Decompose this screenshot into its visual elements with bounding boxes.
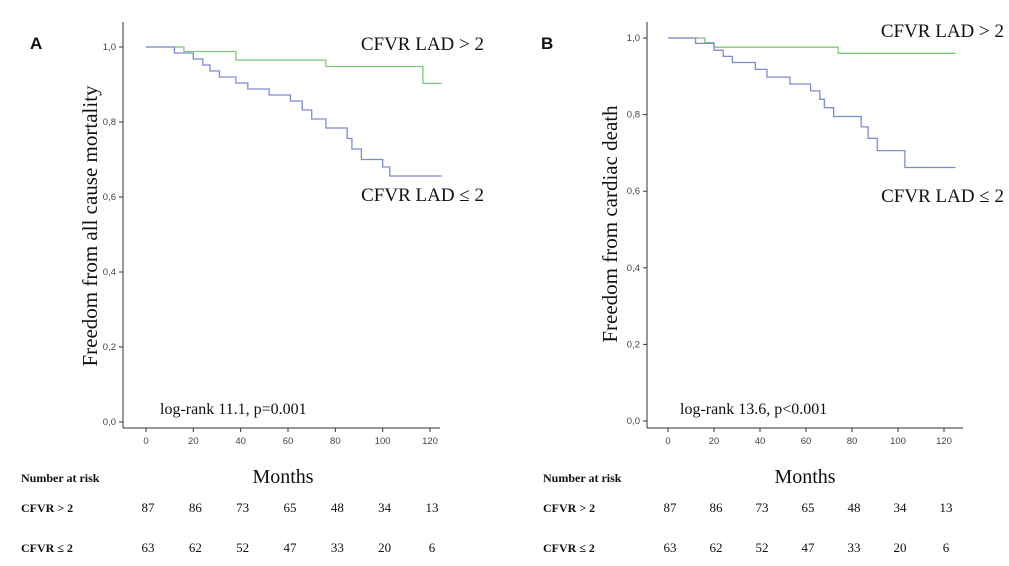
y-tick-label: 0,2 bbox=[103, 342, 116, 353]
risk-cell: 13 bbox=[940, 500, 953, 515]
panel-letter-b: B bbox=[541, 34, 553, 53]
x-tick-label: 60 bbox=[283, 436, 294, 447]
risk-table-a: Number at risk CFVR > 2 87 86 73 65 48 34 13 CFVR… bbox=[21, 471, 439, 555]
risk-cell: 6 bbox=[943, 540, 950, 555]
risk-cell: 87 bbox=[664, 500, 678, 515]
y-tick-label: 1,0 bbox=[103, 42, 116, 53]
risk-cell: 13 bbox=[426, 500, 439, 515]
risk-cell: 63 bbox=[664, 540, 677, 555]
y-tick-label: 0,0 bbox=[103, 417, 116, 428]
risk-cell: 47 bbox=[284, 540, 298, 555]
plot-area-a: 0,0 0,2 0,4 0,6 0,8 1,0 0 20 40 60 80 100 120 bbox=[103, 22, 442, 447]
risk-cell: 63 bbox=[142, 540, 155, 555]
risk-cell: 33 bbox=[848, 540, 861, 555]
legend-label-low-b: CFVR LAD ≤ 2 bbox=[881, 186, 1004, 207]
y-tick-label: 0,6 bbox=[627, 186, 640, 197]
panel-a: A Freedom from all cause mortality 0,00,… bbox=[21, 22, 484, 555]
risk-cell: 62 bbox=[710, 540, 723, 555]
risk-cell: 20 bbox=[378, 540, 391, 555]
panel-letter-a: A bbox=[30, 34, 42, 53]
x-tick-label: 20 bbox=[709, 436, 720, 447]
y-tick-label: 0,2 bbox=[627, 339, 640, 350]
risk-cell: 34 bbox=[894, 500, 908, 515]
legend-label-high-a: CFVR LAD > 2 bbox=[361, 34, 484, 55]
x-tick-label: 120 bbox=[422, 436, 438, 447]
risk-cell: 20 bbox=[894, 540, 907, 555]
y-tick-label: 0,4 bbox=[103, 267, 116, 278]
x-tick-label: 80 bbox=[847, 436, 858, 447]
x-tick-label: 100 bbox=[375, 436, 391, 447]
survival-curve-cfvr-low bbox=[668, 37, 956, 169]
legend-label-high-b: CFVR LAD > 2 bbox=[881, 21, 1004, 42]
risk-cell: 52 bbox=[236, 540, 249, 555]
logrank-annotation-a: log-rank 11.1, p=0.001 bbox=[160, 401, 307, 418]
x-tick-label: 40 bbox=[235, 436, 246, 447]
risk-cell: 73 bbox=[236, 500, 249, 515]
risk-cell: 33 bbox=[331, 540, 344, 555]
x-tick-label: 0 bbox=[665, 436, 670, 447]
risk-cell: 48 bbox=[331, 500, 344, 515]
risk-cell: 62 bbox=[189, 540, 202, 555]
legend-label-low-a: CFVR LAD ≤ 2 bbox=[361, 185, 484, 206]
x-tick-label: 20 bbox=[188, 436, 199, 447]
y-tick-label: 0,0 bbox=[627, 416, 640, 427]
risk-cell: 65 bbox=[284, 500, 297, 515]
x-axis-label-a: Months bbox=[252, 466, 313, 488]
risk-cell: 52 bbox=[756, 540, 769, 555]
risk-row-label: CFVR ≤ 2 bbox=[21, 541, 73, 555]
y-axis-label-a: Freedom from all cause mortality bbox=[78, 85, 102, 367]
risk-cell: 6 bbox=[429, 540, 436, 555]
risk-cell: 86 bbox=[189, 500, 203, 515]
y-tick-label: 0,8 bbox=[103, 117, 116, 128]
risk-row-label: CFVR ≤ 2 bbox=[543, 541, 595, 555]
risk-row-label: CFVR > 2 bbox=[21, 501, 73, 515]
risk-cell: 86 bbox=[710, 500, 724, 515]
risk-table-title: Number at risk bbox=[543, 471, 622, 485]
risk-cell: 48 bbox=[848, 500, 861, 515]
x-tick-label: 120 bbox=[936, 436, 952, 447]
risk-cell: 73 bbox=[756, 500, 769, 515]
y-tick-label: 0,4 bbox=[627, 263, 640, 274]
risk-cell: 65 bbox=[802, 500, 815, 515]
survival-curve-cfvr-low bbox=[146, 46, 442, 177]
x-tick-label: 80 bbox=[330, 436, 341, 447]
panel-b: B Freedom from cardiac death 0,00,20,40,… bbox=[541, 21, 1004, 555]
risk-table-title: Number at risk bbox=[21, 471, 100, 485]
y-axis-label-b: Freedom from cardiac death bbox=[598, 105, 622, 343]
risk-cell: 34 bbox=[378, 500, 392, 515]
x-tick-label: 0 bbox=[143, 436, 148, 447]
risk-row-label: CFVR > 2 bbox=[543, 501, 595, 515]
plot-area-b: 0,0 0,2 0,4 0,6 0,8 1,0 0 20 40 60 80 100 120 bbox=[627, 22, 963, 447]
risk-table-b: Number at risk CFVR > 2 87 86 73 65 48 34 13 CFVR… bbox=[543, 471, 953, 555]
x-tick-label: 100 bbox=[890, 436, 906, 447]
y-tick-label: 0,6 bbox=[103, 192, 116, 203]
survival-curve-cfvr-high bbox=[146, 46, 442, 85]
logrank-annotation-b: log-rank 13.6, p<0.001 bbox=[680, 401, 827, 418]
x-tick-label: 60 bbox=[801, 436, 812, 447]
x-axis-label-b: Months bbox=[774, 466, 835, 488]
x-tick-label: 40 bbox=[755, 436, 766, 447]
risk-cell: 47 bbox=[802, 540, 816, 555]
y-tick-label: 1,0 bbox=[627, 33, 640, 44]
y-tick-label: 0,8 bbox=[627, 110, 640, 121]
risk-cell: 87 bbox=[142, 500, 156, 515]
